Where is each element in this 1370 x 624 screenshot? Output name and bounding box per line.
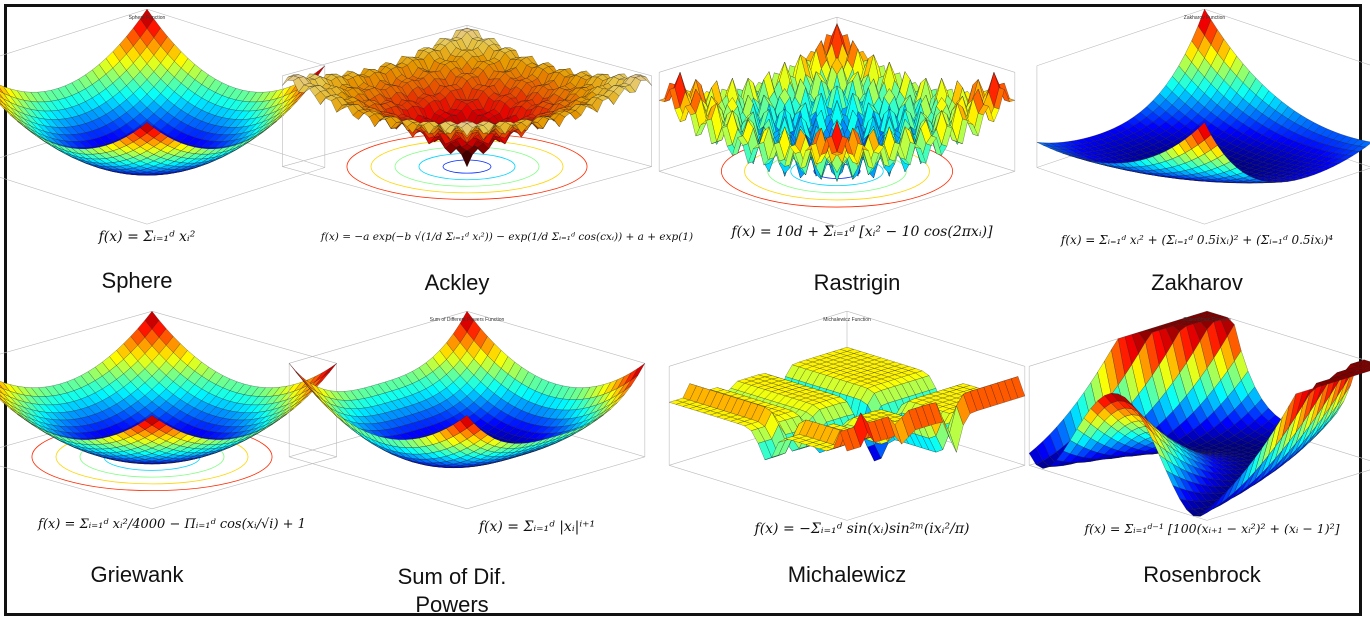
zakharov-formula: f(x) = Σᵢ₌₁ᵈ xᵢ² + (Σᵢ₌₁ᵈ 0.5ixᵢ)² + (Σᵢ… — [1060, 233, 1334, 247]
zakharov-surface-plot: Zakharov Function — [1036, 8, 1370, 225]
figure-frame: Sphere Function f(x) = Σᵢ₌₁ᵈ xᵢ² Sphere … — [0, 4, 1370, 617]
michalewicz-surface-plot: Michalewicz Function — [668, 310, 1026, 521]
sum-dif-powers-formula: f(x) = Σᵢ₌₁ᵈ |xᵢ|ⁱ⁺¹ — [478, 519, 596, 535]
sphere-surface-plot: Sphere Function — [0, 8, 326, 225]
rosenbrock-surface-plot: Rosenbrock Function — [1028, 310, 1370, 521]
ackley-formula: f(x) = −a exp(−b √(1/d Σᵢ₌₁ᵈ xᵢ²)) − exp… — [320, 231, 694, 243]
sum-dif-powers-surface-plot: Sum of Different Powers Function — [288, 311, 646, 510]
griewank-name: Griewank — [90, 562, 184, 587]
plot-title: Sum of Different Powers Function — [430, 317, 505, 323]
plot-title: Sphere Function — [129, 15, 166, 21]
rastrigin-formula: f(x) = 10d + Σᵢ₌₁ᵈ [xᵢ² − 10 cos(2πxᵢ)] — [731, 224, 993, 240]
griewank-formula: f(x) = Σᵢ₌₁ᵈ xᵢ²/4000 − Πᵢ₌₁ᵈ cos(xᵢ/√i)… — [38, 517, 306, 532]
sum-dif-powers-name: Sum of Dif. Powers — [397, 564, 507, 617]
griewank-surface-plot — [0, 311, 337, 510]
plot-title: Michalewicz Function — [823, 317, 871, 323]
ackley-name: Ackley — [424, 270, 490, 295]
sphere-formula: f(x) = Σᵢ₌₁ᵈ xᵢ² — [98, 229, 196, 245]
ackley-surface-plot — [282, 25, 652, 218]
michalewicz-name: Michalewicz — [787, 562, 907, 587]
plot-title: Rosenbrock Function — [1183, 317, 1230, 323]
rastrigin-surface-plot — [658, 16, 1016, 227]
sphere-name: Sphere — [101, 268, 173, 293]
michalewicz-formula: f(x) = −Σᵢ₌₁ᵈ sin(xᵢ)sin²ᵐ(ixᵢ²/π) — [754, 521, 970, 537]
plot-title: Zakharov Function — [1184, 15, 1226, 21]
rastrigin-name: Rastrigin — [813, 270, 901, 295]
rosenbrock-formula: f(x) = Σᵢ₌₁ᵈ⁻¹ [100(xᵢ₊₁ − xᵢ²)² + (xᵢ −… — [1084, 521, 1340, 536]
zakharov-name: Zakharov — [1151, 270, 1243, 295]
rosenbrock-name: Rosenbrock — [1143, 562, 1261, 587]
